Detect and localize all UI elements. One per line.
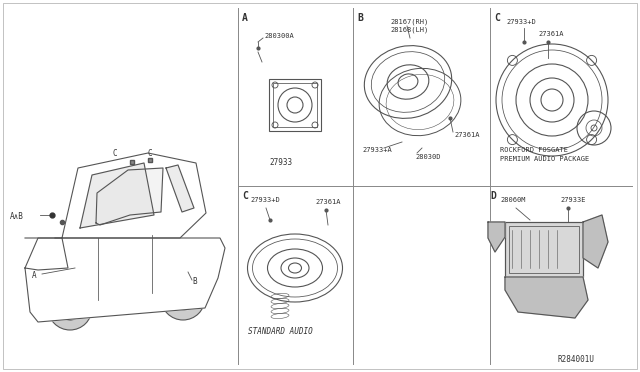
Text: ROCKFORD FOSGATE: ROCKFORD FOSGATE [500,147,568,153]
Text: 28060M: 28060M [500,197,525,203]
Text: 27361A: 27361A [538,31,563,37]
Circle shape [58,296,82,320]
Polygon shape [166,165,194,212]
Text: C: C [148,148,152,157]
Text: A: A [242,13,248,23]
Text: A∧B: A∧B [10,212,24,221]
Bar [273,83,317,127]
Text: 28168(LH): 28168(LH) [390,27,428,33]
Text: 27933+D: 27933+D [506,19,536,25]
Text: A: A [32,272,36,280]
Text: C: C [112,148,116,157]
Text: R284001U: R284001U [558,356,595,365]
Polygon shape [96,168,163,225]
Polygon shape [80,163,154,228]
Text: 27361A: 27361A [315,199,340,205]
Text: 28030D: 28030D [415,154,440,160]
Circle shape [161,276,205,320]
Text: 27361A: 27361A [454,132,479,138]
Text: B: B [357,13,363,23]
Bar [509,226,579,273]
Text: PREMIUM AUDIO PACKAGE: PREMIUM AUDIO PACKAGE [500,156,589,162]
Circle shape [171,286,195,310]
Text: B: B [192,278,196,286]
Text: 27933+D: 27933+D [250,197,280,203]
Polygon shape [505,277,588,318]
Bar [505,222,583,277]
Circle shape [48,286,92,330]
Bar [505,222,583,277]
Polygon shape [25,238,68,270]
Text: STANDARD AUDIO: STANDARD AUDIO [248,327,313,337]
Text: D: D [490,191,496,201]
Polygon shape [25,238,225,322]
Text: C: C [494,13,500,23]
Text: 27933+A: 27933+A [362,147,392,153]
Polygon shape [583,215,608,268]
Text: C: C [242,191,248,201]
Text: 280300A: 280300A [264,33,294,39]
Text: 28167(RH): 28167(RH) [390,19,428,25]
Bar [269,79,321,131]
Text: 27933E: 27933E [560,197,586,203]
Text: 27933: 27933 [269,157,292,167]
Polygon shape [55,153,206,238]
Polygon shape [488,222,505,252]
